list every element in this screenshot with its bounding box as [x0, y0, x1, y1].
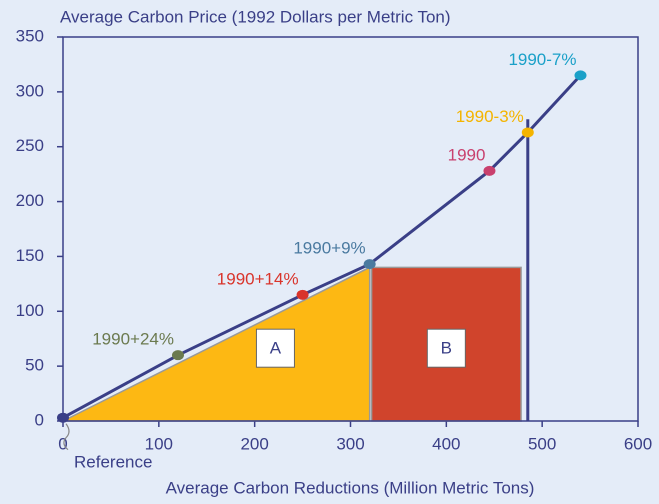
y-tick-label: 50 [25, 356, 44, 375]
point-label: 1990 [448, 145, 486, 164]
reference-leader [63, 423, 70, 451]
x-tick-label: 100 [145, 434, 173, 453]
y-tick-label: 200 [16, 191, 44, 210]
point-label: 1990+9% [293, 239, 365, 258]
x-tick-label: 0 [58, 434, 67, 453]
y-tick-label: 150 [16, 246, 44, 265]
point-label: 1990+14% [217, 269, 299, 288]
point-label: 1990-3% [456, 107, 524, 126]
point [521, 127, 534, 138]
x-axis-title: Average Carbon Reductions (Million Metri… [166, 478, 535, 497]
y-tick-label: 250 [16, 136, 44, 155]
x-tick-label: 300 [336, 434, 364, 453]
point-label: 1990+24% [92, 330, 174, 349]
region-label-box [426, 328, 466, 368]
point [172, 350, 184, 361]
y-tick-label: 100 [16, 301, 44, 320]
region-label-box [255, 328, 295, 368]
x-tick-label: 400 [432, 434, 460, 453]
point [363, 259, 376, 270]
point-label: 1990-7% [508, 50, 576, 69]
plot-frame [62, 36, 639, 422]
y-axis-title: Average Carbon Price (1992 Dollars per M… [60, 7, 451, 26]
y-tick-label: 0 [35, 410, 44, 429]
x-tick-label: 500 [528, 434, 556, 453]
y-tick-label: 350 [16, 26, 44, 45]
point [483, 165, 496, 176]
region-label: B [441, 339, 452, 358]
x-tick-label: 600 [624, 434, 652, 453]
y-tick-label: 300 [16, 81, 44, 100]
point [574, 70, 587, 81]
x-tick-label: 200 [240, 434, 268, 453]
region-label: A [270, 339, 282, 358]
point [57, 412, 69, 423]
point-label: Reference [74, 452, 152, 471]
point [296, 289, 309, 300]
